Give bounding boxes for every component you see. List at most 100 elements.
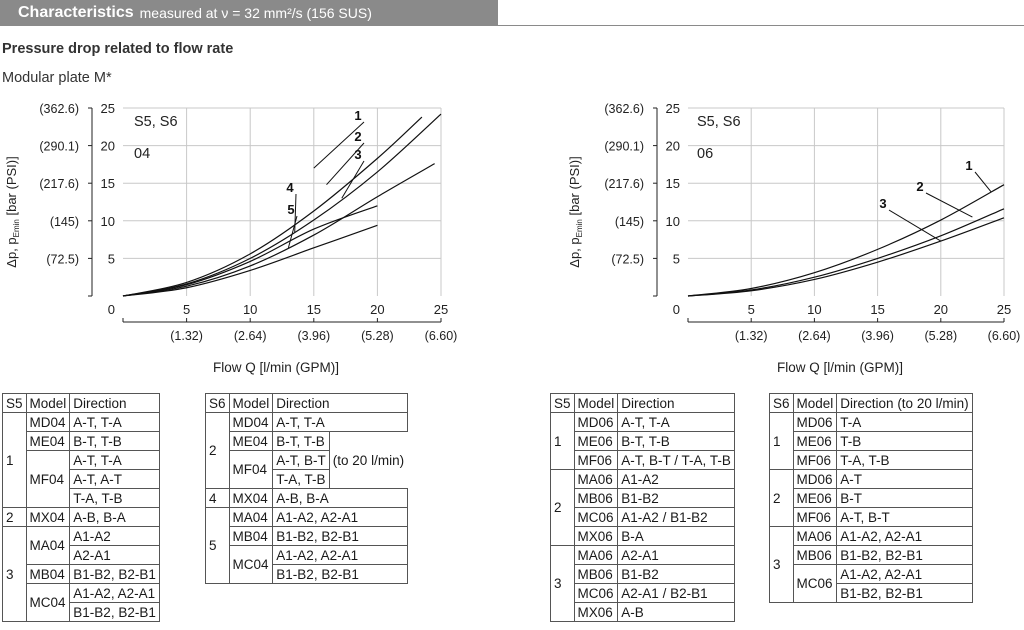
y-tick-label: 20 [666, 139, 680, 154]
table-row: MB04 B1-B2, B2-B1 [3, 564, 160, 584]
x-tick-label: 25 [997, 302, 1011, 317]
x-tick-label-secondary: (1.32) [735, 329, 768, 343]
x-tick-label-secondary: (3.96) [297, 329, 330, 343]
section-header: Characteristics measured at ν = 32 mm²/s… [0, 0, 498, 26]
direction-cell: A1-A2, A2-A1 [836, 564, 973, 584]
y-tick-label: 5 [673, 251, 680, 266]
y-tick-label-secondary: (72.5) [46, 252, 79, 266]
series-label: 3 [354, 147, 361, 162]
col-s6: S6 [769, 393, 794, 413]
model-cell: MB04 [228, 526, 274, 546]
direction-cell: A-T, T-A [69, 412, 160, 432]
model-cell: MB04 [25, 564, 71, 584]
table-row: MB06 B1-B2 [551, 564, 735, 584]
series-line-4 [122, 205, 378, 297]
table-row: MF06 T-A, T-B [770, 450, 973, 470]
x-tick-label-secondary: (1.32) [170, 329, 203, 343]
table-row: 2 MD06 A-T [769, 469, 973, 527]
series-line-1 [122, 116, 423, 297]
chart-04: 5(72.5)10(145)15(217.6)20(290.1)25(362.6… [4, 101, 457, 375]
direction-cell: A2-A1 [69, 545, 160, 565]
direction-cell: A-T, T-A [617, 412, 735, 432]
model-cell: MX06 [573, 526, 619, 546]
group-cell: 1 [550, 412, 575, 470]
direction-cell: T-B [836, 431, 973, 451]
x-tick-label: 15 [307, 302, 321, 317]
group-cell: 2 [2, 507, 27, 527]
series-label: 1 [354, 108, 361, 123]
series-leader-line [313, 121, 365, 169]
section-subtitle: Modular plate M* [2, 70, 112, 86]
direction-cell: A-T, T-A [272, 412, 408, 432]
x-tick-label: 5 [748, 302, 755, 317]
chart-06: 5(72.5)10(145)15(217.6)20(290.1)25(362.6… [567, 101, 1021, 375]
model-cell: MX04 [228, 488, 274, 508]
x-tick-label: 5 [183, 302, 190, 317]
table-header-row: S6 Model Direction [205, 393, 408, 413]
model-cell: MF06 [573, 450, 619, 470]
table-row: 3 MA04 A1-A2 [2, 526, 160, 622]
model-cell: ME04 [228, 431, 274, 451]
series-label: 3 [879, 196, 886, 211]
table-row: 2 MD04 A-T, T-A [205, 412, 408, 489]
model-cell: MA06 [792, 526, 838, 546]
x-axis-label: Flow Q [l/min (GPM)] [777, 360, 903, 375]
x-tick-label: 25 [434, 302, 448, 317]
table-row: MX06 B-A [551, 526, 735, 546]
series-leader-line [974, 171, 992, 193]
col-s5: S5 [550, 393, 575, 413]
header-subtitle: measured at ν = 32 mm²/s (156 SUS) [139, 5, 372, 21]
direction-cell: B-T, T-B [617, 431, 735, 451]
series-line-3 [687, 217, 1005, 297]
x-tick-label-secondary: (2.64) [234, 329, 267, 343]
model-cell: MF04 [25, 450, 71, 508]
table-s6-04: S6 Model Direction 2 MD04 A-T, T-A ME04 … [205, 393, 408, 584]
model-cell: MD06 [792, 469, 838, 489]
group-cell: 3 [550, 545, 575, 622]
series-label: 4 [286, 180, 294, 195]
group-cell: 3 [769, 526, 794, 603]
y-tick-label-secondary: (362.6) [604, 102, 644, 116]
direction-cell: A-B [617, 602, 735, 622]
y-tick-label: 25 [666, 101, 680, 116]
y-tick-label: 20 [101, 139, 115, 154]
model-cell: MC06 [573, 507, 619, 527]
group-cell: 4 [205, 488, 230, 508]
header-title: Characteristics [18, 4, 134, 21]
direction-cell: A2-A1 [617, 545, 735, 565]
table-row: 1 MD06 T-A [769, 412, 973, 470]
y-tick-label-secondary: (145) [50, 215, 79, 229]
table-row: MB06 B1-B2, B2-B1 [770, 545, 973, 565]
series-leader-line [888, 209, 942, 242]
size-label: S5, S6 [697, 114, 741, 130]
model-cell: MX04 [25, 507, 71, 527]
x-tick-label-secondary: (5.28) [361, 329, 394, 343]
direction-cell: B1-B2, B2-B1 [836, 545, 973, 565]
x-tick-label-secondary: (5.28) [924, 329, 957, 343]
x-tick-label-secondary: (3.96) [861, 329, 894, 343]
direction-cell: A-T, B-T [272, 450, 330, 470]
x-tick-label-secondary: (6.60) [988, 329, 1021, 343]
size-label: S5, S6 [134, 114, 178, 130]
size-label: 04 [134, 146, 150, 162]
model-cell: MC06 [792, 564, 838, 603]
direction-cell: B1-B2, B2-B1 [272, 526, 408, 546]
table-row: MF06 A-T, B-T / T-A, T-B [551, 450, 735, 470]
y-tick-label: 10 [101, 214, 115, 229]
col-direction: Direction (to 20 l/min) [836, 393, 973, 413]
group-cell: 3 [2, 526, 27, 622]
x-tick-label: 15 [870, 302, 884, 317]
model-cell: MB06 [573, 488, 619, 508]
table-header-row: S6 Model Direction (to 20 l/min) [769, 393, 973, 413]
direction-cell: B1-B2, B2-B1 [836, 583, 973, 603]
model-cell: MA06 [573, 545, 619, 565]
table-row: 5 MA04 A1-A2, A2-A1 [205, 507, 408, 584]
table-row: ME04 B-T, T-B (to 20 l/min) [206, 431, 408, 489]
direction-cell: A-T [836, 469, 973, 489]
col-direction: Direction [617, 393, 735, 413]
table-row: 3 MA06 A2-A1 [550, 545, 735, 622]
group-cell: 2 [550, 469, 575, 546]
direction-cell: A2-A1 / B2-B1 [617, 583, 735, 603]
model-cell: ME06 [573, 431, 619, 451]
col-direction: Direction [272, 393, 408, 413]
